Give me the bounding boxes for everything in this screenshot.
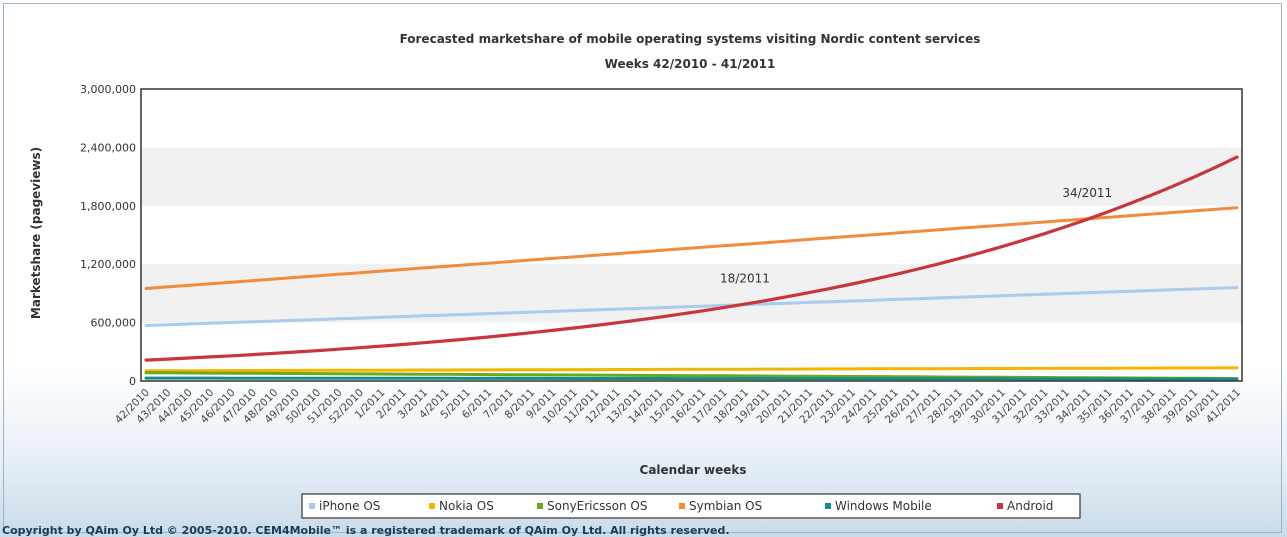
y-tick-label: 2,400,000 xyxy=(80,141,136,154)
chart-legend: iPhone OS Nokia OS SonyEricsson OS Symbian … xyxy=(301,493,1081,519)
legend-swatch xyxy=(309,503,315,509)
legend-swatch xyxy=(537,503,543,509)
series-line-windows-mobile xyxy=(144,376,1239,381)
legend-item-windows-mobile[interactable]: Windows Mobile xyxy=(825,499,932,513)
legend-label: Nokia OS xyxy=(439,499,494,513)
crossover-annotation: 18/2011 xyxy=(720,272,770,286)
y-axis-label: Marketshare (pageviews) xyxy=(29,147,43,319)
legend-label: Symbian OS xyxy=(689,499,762,513)
crossover-annotation: 34/2011 xyxy=(1062,186,1112,200)
legend-label: Android xyxy=(1007,499,1053,513)
series-line-nokia-os xyxy=(144,366,1239,373)
legend-label: iPhone OS xyxy=(319,499,380,513)
plot-area-border xyxy=(140,88,1243,382)
grid-band xyxy=(141,147,1242,206)
series-line-symbian-os xyxy=(144,206,1239,290)
y-tick-label: 600,000 xyxy=(91,317,137,330)
legend-swatch xyxy=(429,503,435,509)
y-tick-label: 3,000,000 xyxy=(80,83,136,96)
legend-item-symbian-os[interactable]: Symbian OS xyxy=(679,499,762,513)
legend-swatch xyxy=(679,503,685,509)
legend-item-sonyericsson-os[interactable]: SonyEricsson OS xyxy=(537,499,647,513)
y-tick-label: 0 xyxy=(129,375,136,388)
y-tick-label: 1,800,000 xyxy=(80,200,136,213)
legend-item-nokia-os[interactable]: Nokia OS xyxy=(429,499,494,513)
copyright-notice: Copyright by QAim Oy Ltd © 2005-2010. CE… xyxy=(2,524,730,537)
chart-frame xyxy=(3,3,1282,533)
legend-item-iphone-os[interactable]: iPhone OS xyxy=(309,499,380,513)
legend-label: Windows Mobile xyxy=(835,499,932,513)
legend-item-android[interactable]: Android xyxy=(997,499,1053,513)
chart-title: Forecasted marketshare of mobile operati… xyxy=(400,32,981,46)
chart-subtitle: Weeks 42/2010 - 41/2011 xyxy=(605,57,776,71)
series-line-iphone-os xyxy=(144,286,1239,327)
legend-label: SonyEricsson OS xyxy=(547,499,647,513)
legend-swatch xyxy=(997,503,1003,509)
y-tick-label: 1,200,000 xyxy=(80,258,136,271)
series-line-android xyxy=(144,155,1239,362)
legend-swatch xyxy=(825,503,831,509)
x-axis-label: Calendar weeks xyxy=(640,463,747,477)
